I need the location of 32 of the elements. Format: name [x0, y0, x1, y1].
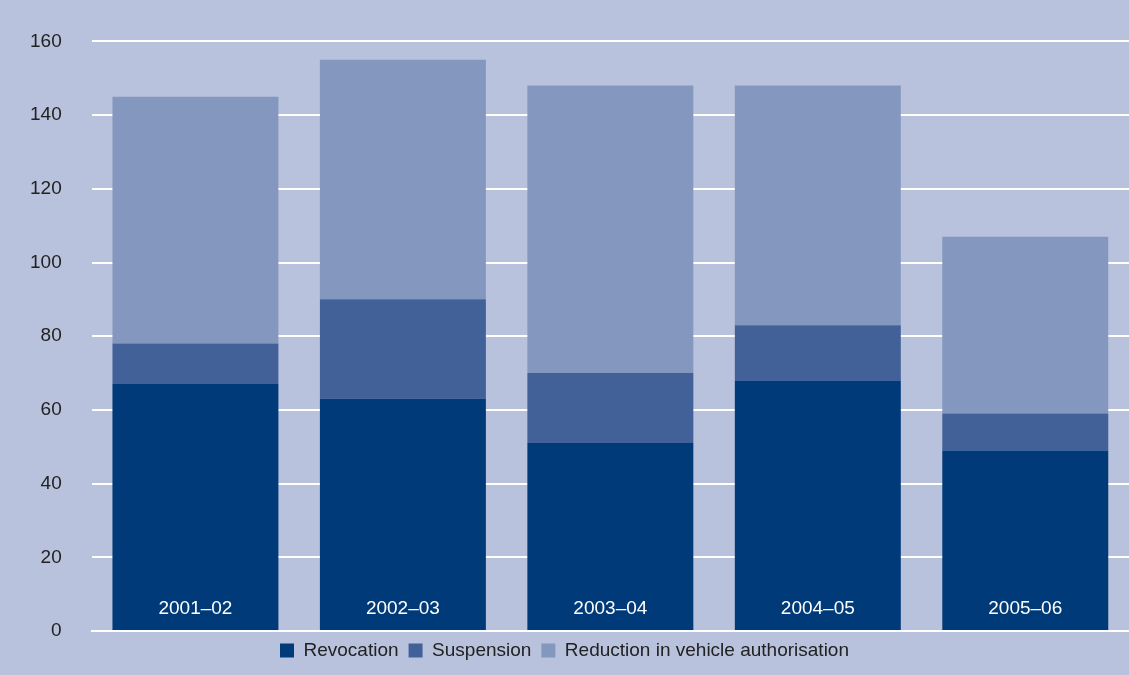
bar: [734, 325, 901, 381]
y-tick-label: 160: [30, 29, 62, 51]
y-tick-label: 140: [30, 103, 62, 125]
bar: [319, 398, 486, 630]
y-tick-label: 20: [40, 545, 62, 567]
bar: [112, 384, 279, 630]
bar: [942, 450, 1109, 630]
bar: [942, 413, 1109, 451]
bar: [527, 373, 694, 444]
bar: [112, 96, 279, 344]
x-tick-label: 2003–04: [573, 597, 648, 619]
legend-label: Suspension: [432, 638, 532, 660]
bar: [734, 85, 901, 326]
x-tick-label: 2005–06: [988, 597, 1063, 619]
bar: [319, 59, 486, 300]
bar: [942, 236, 1109, 414]
y-tick-label: 80: [40, 324, 62, 346]
bar: [527, 443, 694, 630]
bar: [734, 380, 901, 630]
y-tick-label: 60: [40, 398, 62, 420]
y-tick-label: 120: [30, 177, 62, 199]
legend-label: Revocation: [303, 638, 399, 660]
x-tick-label: 2004–05: [780, 597, 855, 619]
bar: [527, 85, 694, 374]
y-tick-label: 40: [40, 471, 62, 493]
x-tick-label: 2001–02: [158, 597, 233, 619]
x-tick-label: 2002–03: [365, 597, 440, 619]
y-tick-label: 0: [51, 619, 62, 641]
bar: [112, 343, 279, 385]
legend-label: Reduction in vehicle authorisation: [564, 638, 849, 660]
bar: [319, 299, 486, 399]
y-tick-label: 100: [30, 250, 62, 272]
